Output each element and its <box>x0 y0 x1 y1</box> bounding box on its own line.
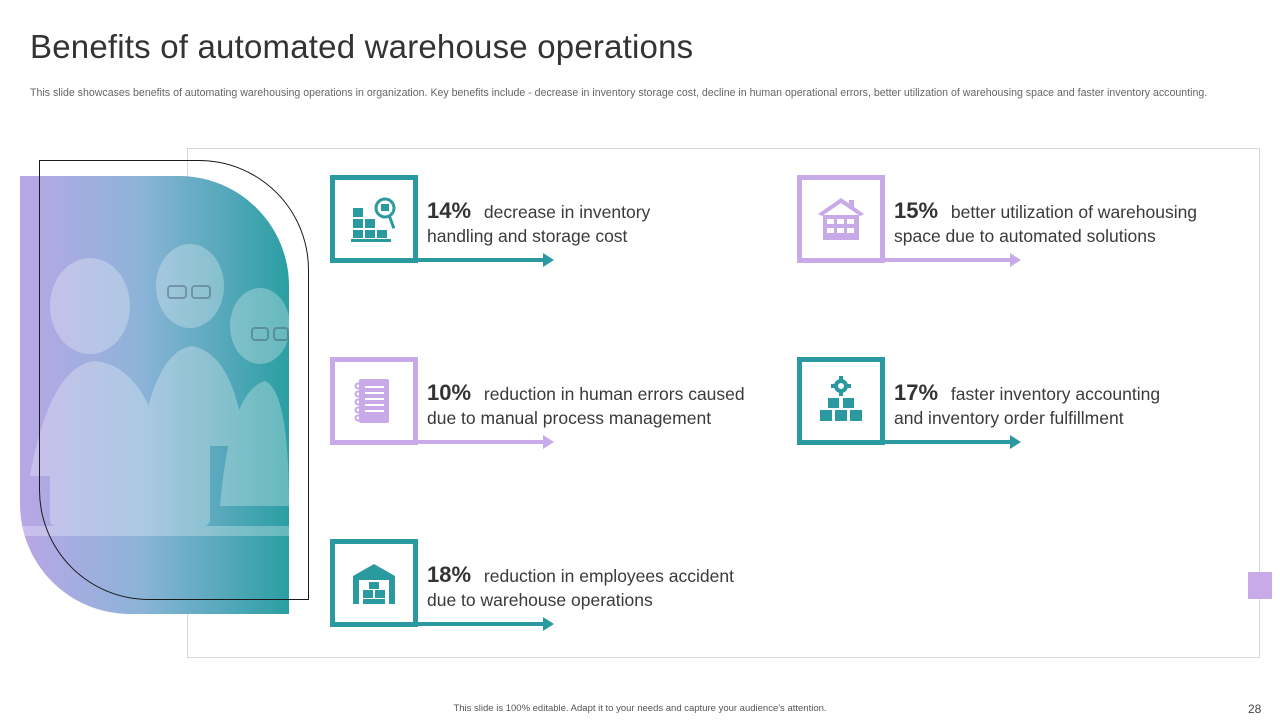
gear-boxes-icon <box>797 357 885 445</box>
benefit-text: 18% reduction in employees accident due … <box>427 563 807 612</box>
arrow-head-icon <box>543 617 554 631</box>
arrow-head-icon <box>543 435 554 449</box>
notebook-checklist-icon <box>330 357 418 445</box>
benefit-text-line2: handling and storage cost <box>427 226 628 246</box>
inventory-search-icon <box>330 175 418 263</box>
benefit-text-line2: space due to automated solutions <box>894 226 1156 246</box>
slide-title: Benefits of automated warehouse operatio… <box>30 28 694 65</box>
benefit-card-1: 14% decrease in inventory handling and s… <box>330 175 770 275</box>
arrow-head-icon <box>1010 253 1021 267</box>
benefit-card-4: 17% faster inventory accounting and inve… <box>797 357 1237 457</box>
slide-footer: This slide is 100% editable. Adapt it to… <box>453 703 827 714</box>
page-number: 28 <box>1248 702 1262 716</box>
arrow-head-icon <box>543 253 554 267</box>
benefit-text-line1: reduction in employees accident <box>483 566 734 586</box>
benefit-text-line1: decrease in inventory <box>483 202 651 222</box>
benefit-arrow-line <box>413 622 543 626</box>
benefit-card-5: 18% reduction in employees accident due … <box>330 539 770 639</box>
benefit-percent: 18% <box>427 562 472 587</box>
benefit-arrow-line <box>880 440 1010 444</box>
warehouse-garage-icon <box>330 539 418 627</box>
benefit-text-line2: and inventory order fulfillment <box>894 408 1124 428</box>
benefit-percent: 15% <box>894 198 939 223</box>
benefit-text-line2: due to warehouse operations <box>427 590 653 610</box>
benefit-percent: 14% <box>427 198 472 223</box>
benefit-text: 10% reduction in human errors caused due… <box>427 381 807 430</box>
photo-outline <box>39 160 309 600</box>
decorative-corner-square <box>1248 572 1272 599</box>
benefit-text: 17% faster inventory accounting and inve… <box>894 381 1274 430</box>
benefit-card-3: 10% reduction in human errors caused due… <box>330 357 770 457</box>
benefit-arrow-line <box>413 440 543 444</box>
benefit-text-line1: reduction in human errors caused <box>483 384 745 404</box>
benefit-text: 15% better utilization of warehousing sp… <box>894 199 1274 248</box>
benefit-percent: 17% <box>894 380 939 405</box>
benefit-arrow-line <box>880 258 1010 262</box>
slide-subtitle: This slide showcases benefits of automat… <box>30 87 1208 99</box>
benefit-text-line2: due to manual process management <box>427 408 712 428</box>
arrow-head-icon <box>1010 435 1021 449</box>
benefit-text: 14% decrease in inventory handling and s… <box>427 199 807 248</box>
warehouse-building-icon <box>797 175 885 263</box>
benefit-arrow-line <box>413 258 543 262</box>
benefit-card-2: 15% better utilization of warehousing sp… <box>797 175 1237 275</box>
benefit-percent: 10% <box>427 380 472 405</box>
benefit-text-line1: better utilization of warehousing <box>950 202 1198 222</box>
benefit-text-line1: faster inventory accounting <box>950 384 1161 404</box>
